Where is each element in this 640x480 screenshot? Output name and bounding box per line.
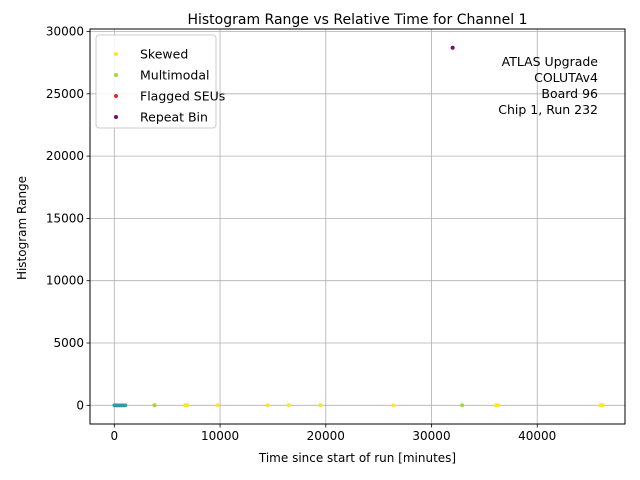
y-tick-label: 15000 <box>46 211 84 225</box>
point-repeat-bin <box>450 45 455 50</box>
grid <box>90 29 625 424</box>
point-skewed <box>215 403 220 408</box>
legend: Skewed Multimodal Flagged SEUs Repeat Bi… <box>95 34 225 129</box>
annotation-line-1: ATLAS Upgrade <box>502 54 599 69</box>
point-skewed <box>318 403 323 408</box>
y-tick-label: 25000 <box>46 87 84 101</box>
legend-marker-flagged-seus <box>114 94 118 98</box>
legend-label-repeat-bin: Repeat Bin <box>140 110 208 125</box>
point-multimodal <box>152 403 157 408</box>
legend-label-skewed: Skewed <box>140 47 188 62</box>
cluster-point <box>123 403 128 408</box>
dense-point-cluster <box>112 403 128 408</box>
y-tick-label: 10000 <box>46 274 84 288</box>
point-skewed <box>496 403 501 408</box>
point-skewed <box>265 403 270 408</box>
y-axis-label: Histogram Range <box>15 176 29 280</box>
x-axis-label: Time since start of run [minutes] <box>258 451 456 465</box>
point-skewed <box>286 403 291 408</box>
x-tick-label: 40000 <box>518 429 556 443</box>
point-skewed <box>600 403 605 408</box>
chart-title: Histogram Range vs Relative Time for Cha… <box>187 12 527 28</box>
y-tick-label: 30000 <box>46 24 84 38</box>
plot-frame <box>89 28 626 425</box>
point-skewed <box>185 403 190 408</box>
x-tick-label: 30000 <box>412 429 450 443</box>
annotation-line-3: Board 96 <box>541 86 598 101</box>
legend-box <box>95 34 217 129</box>
axis-ticks: 0 10000 20000 30000 40000 0 5000 10000 15000 2000… <box>46 24 557 443</box>
legend-marker-skewed <box>114 52 118 56</box>
x-tick-label: 0 <box>110 429 118 443</box>
legend-label-flagged-seus: Flagged SEUs <box>140 89 225 104</box>
y-tick-label: 5000 <box>53 336 84 350</box>
y-tick-label: 20000 <box>46 149 84 163</box>
run-info-annotation: ATLAS Upgrade COLUTAv4 Board 96 Chip 1, … <box>498 54 598 117</box>
legend-marker-multimodal <box>114 73 118 77</box>
legend-marker-repeat-bin <box>114 115 118 119</box>
x-tick-label: 10000 <box>201 429 239 443</box>
point-skewed <box>391 403 396 408</box>
legend-label-multimodal: Multimodal <box>140 68 209 83</box>
point-multimodal <box>460 403 465 408</box>
annotation-line-2: COLUTAv4 <box>534 70 598 85</box>
y-tick-label: 0 <box>76 398 84 412</box>
data-points <box>152 45 605 408</box>
x-tick-label: 20000 <box>307 429 345 443</box>
annotation-line-4: Chip 1, Run 232 <box>498 102 598 117</box>
